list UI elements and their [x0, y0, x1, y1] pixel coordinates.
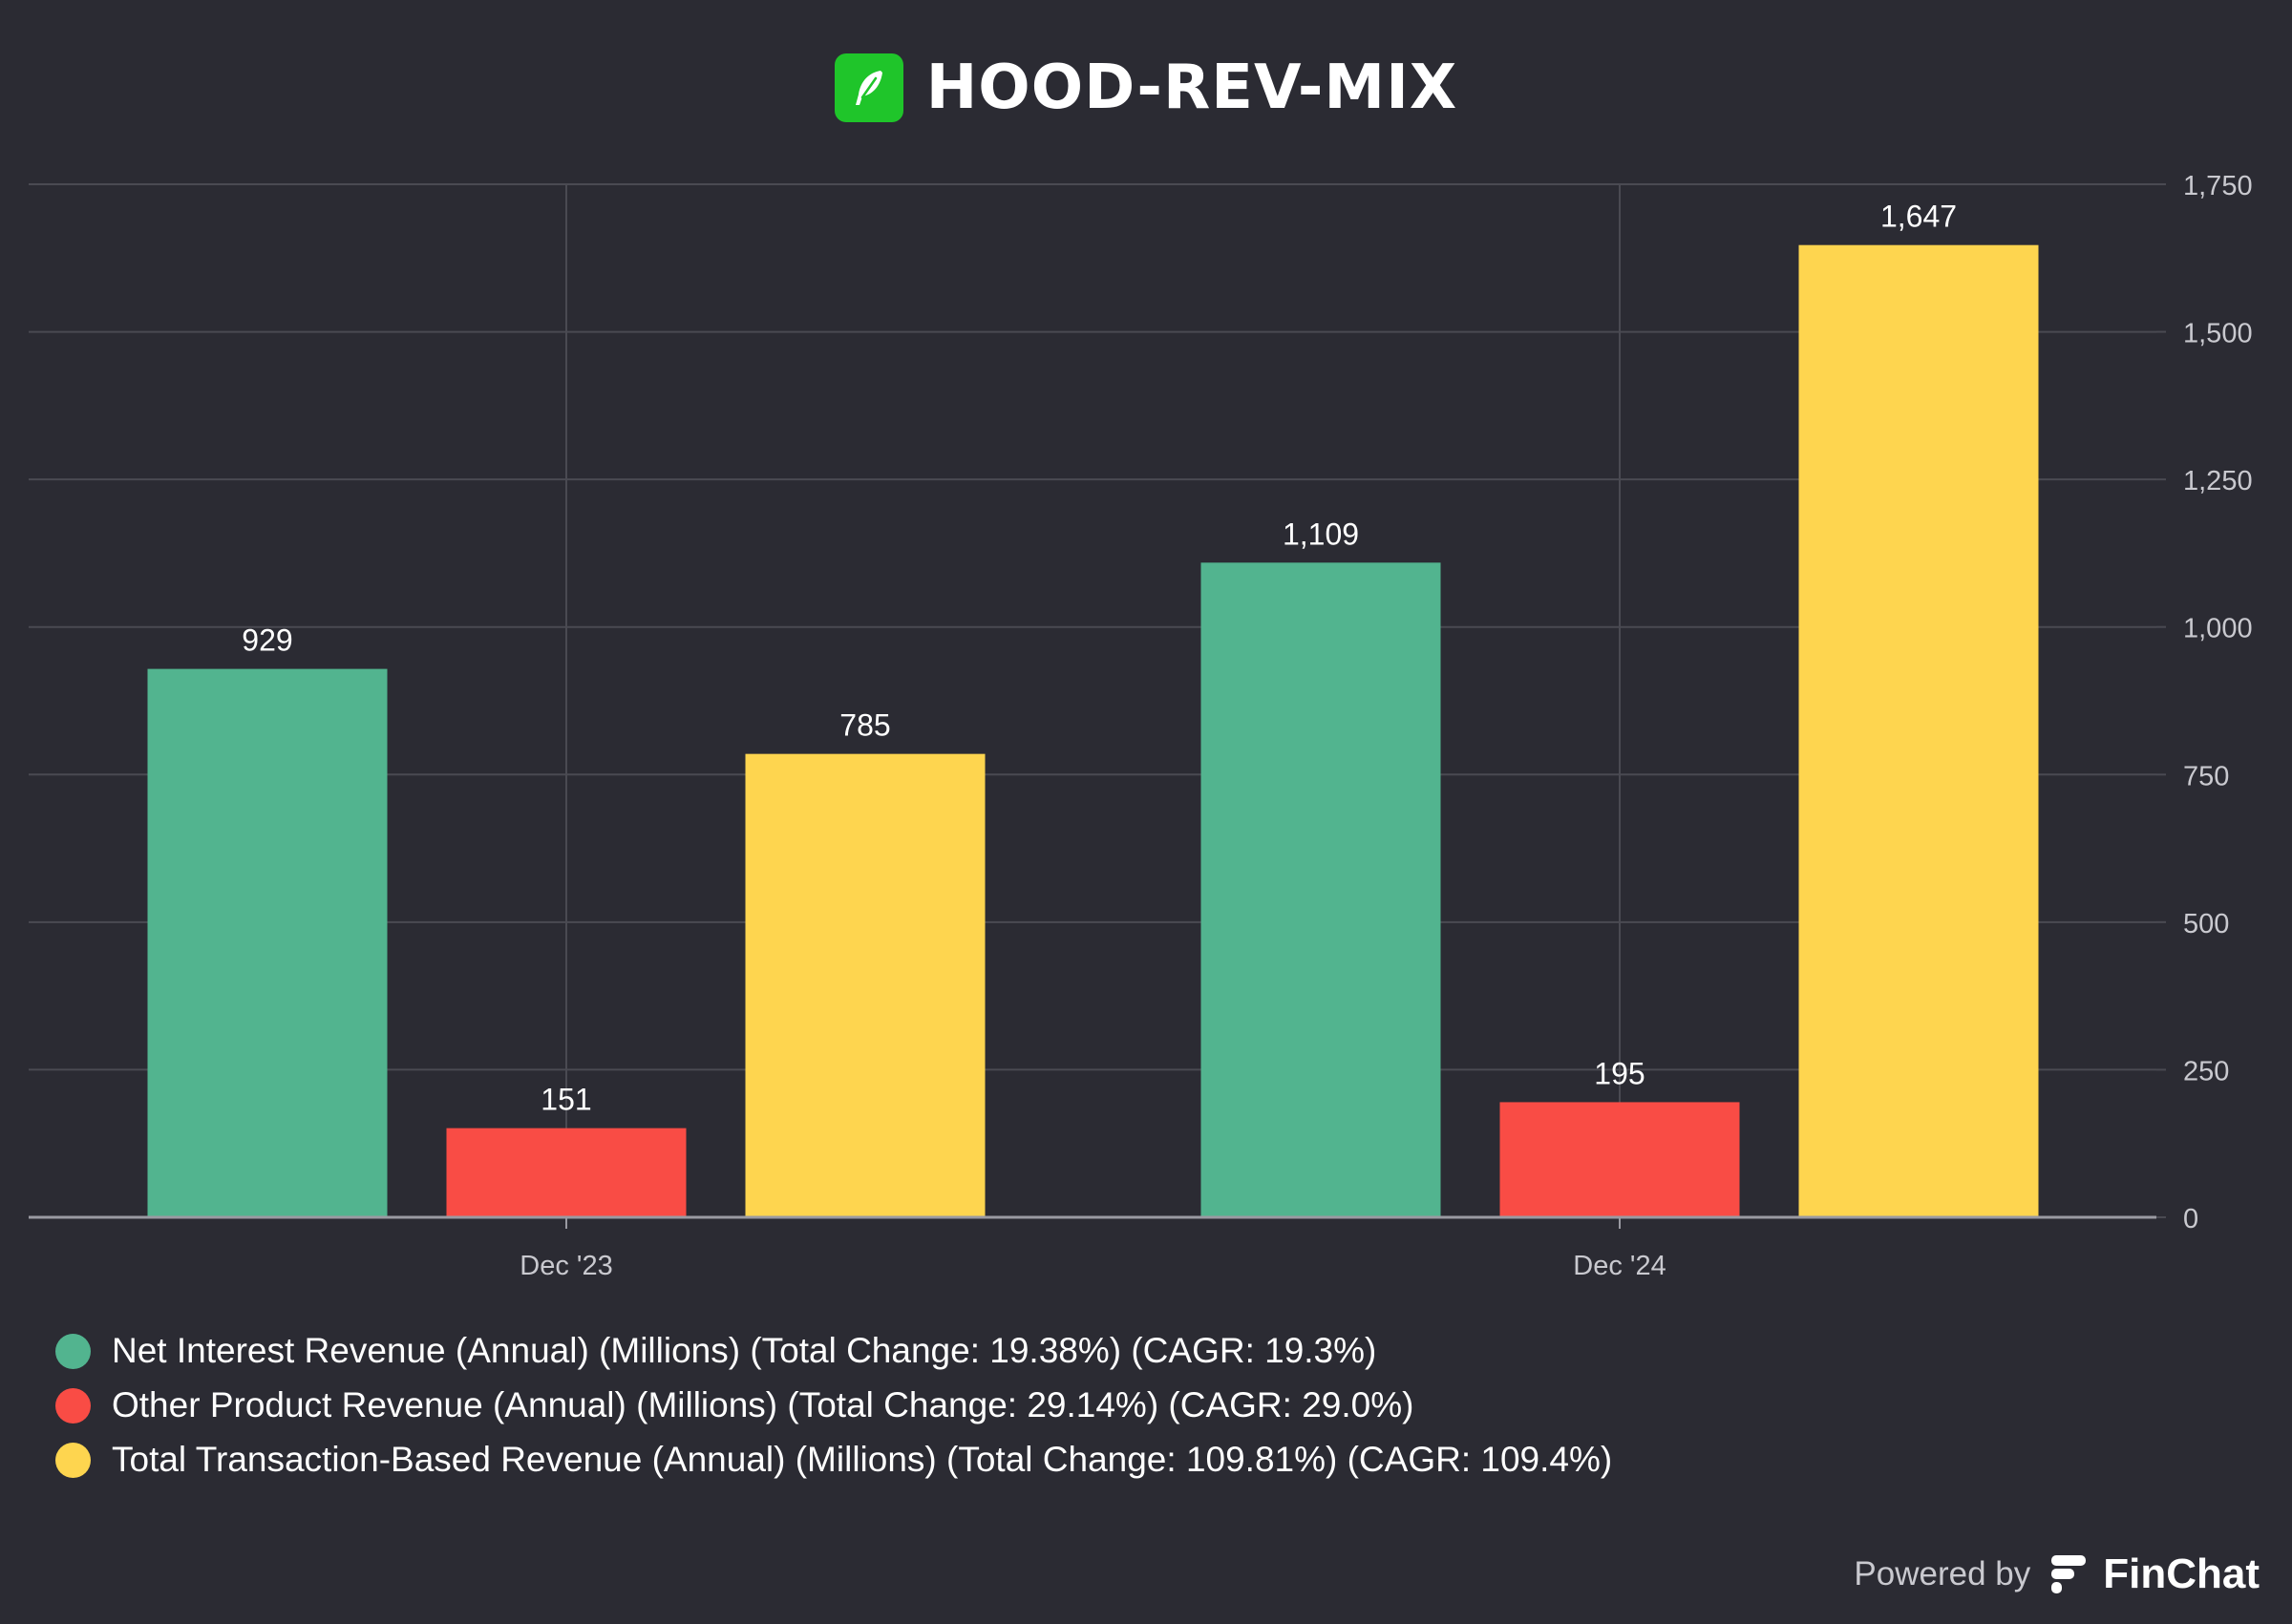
bar [147, 668, 388, 1217]
legend-item-other-product: Other Product Revenue (Annual) (Millions… [55, 1385, 1612, 1424]
bar [1200, 562, 1441, 1217]
y-tick-label: 1,250 [2183, 466, 2253, 496]
bar [745, 753, 986, 1217]
legend: Net Interest Revenue (Annual) (Millions)… [55, 1331, 1613, 1479]
y-tick-label: 0 [2183, 1204, 2198, 1234]
data-label: 1,647 [1880, 200, 1957, 234]
legend-label: Total Transaction-Based Revenue (Annual)… [112, 1440, 1613, 1479]
x-tick-label: Dec '24 [1573, 1251, 1666, 1281]
feather-icon [855, 71, 882, 105]
legend-label: Other Product Revenue (Annual) (Millions… [112, 1385, 1414, 1424]
legend-label: Net Interest Revenue (Annual) (Millions)… [112, 1331, 1377, 1370]
powered-by-label: Powered by [1854, 1555, 2031, 1592]
y-tick-label: 1,750 [2183, 171, 2253, 201]
bar [446, 1128, 687, 1217]
y-tick-label: 750 [2183, 761, 2229, 791]
data-label: 785 [839, 708, 890, 743]
legend-swatch [55, 1333, 91, 1369]
x-tick-label: Dec '23 [520, 1251, 612, 1281]
bar [1499, 1102, 1740, 1217]
data-label: 929 [242, 623, 292, 658]
y-tick-label: 500 [2183, 909, 2229, 939]
data-label: 1,109 [1283, 517, 1359, 551]
data-label: 151 [541, 1083, 591, 1117]
legend-item-transaction-based: Total Transaction-Based Revenue (Annual)… [55, 1440, 1613, 1479]
bar [1798, 244, 2039, 1217]
powered-by-footer: Powered by FinChat [1854, 1550, 2260, 1598]
legend-item-net-interest: Net Interest Revenue (Annual) (Millions)… [55, 1331, 1612, 1370]
y-tick-label: 1,500 [2183, 319, 2253, 349]
legend-swatch [55, 1442, 91, 1478]
chart-header: HOOD-REV-MIX [0, 50, 2292, 126]
y-tick-label: 250 [2183, 1056, 2229, 1086]
chart-title: HOOD-REV-MIX [925, 53, 1458, 123]
brand-name: FinChat [2103, 1550, 2260, 1597]
y-tick-label: 1,000 [2183, 614, 2253, 644]
finchat-logo-icon [2051, 1555, 2087, 1593]
legend-swatch [55, 1387, 91, 1424]
data-label: 195 [1594, 1056, 1645, 1090]
robinhood-logo [834, 53, 903, 122]
